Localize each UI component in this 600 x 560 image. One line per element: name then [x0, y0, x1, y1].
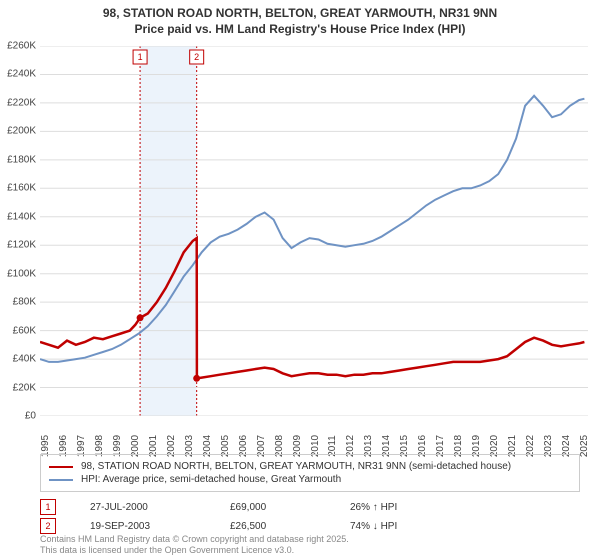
y-tick-label: £120K — [7, 240, 36, 251]
y-tick-label: £60K — [13, 325, 36, 336]
y-tick-label: £140K — [7, 211, 36, 222]
footer-line-1: Contains HM Land Registry data © Crown c… — [40, 534, 349, 545]
y-tick-label: £80K — [13, 297, 36, 308]
footer-line-2: This data is licensed under the Open Gov… — [40, 545, 349, 556]
price-chart-container: 98, STATION ROAD NORTH, BELTON, GREAT YA… — [0, 0, 600, 560]
y-axis: £0£20K£40K£60K£80K£100K£120K£140K£160K£1… — [0, 46, 38, 416]
x-tick-label: 2025 — [579, 435, 590, 457]
y-tick-label: £160K — [7, 183, 36, 194]
sale-price: £69,000 — [230, 502, 350, 513]
legend-swatch — [49, 466, 73, 468]
sale-marker-icon: 2 — [40, 518, 56, 534]
sale-marker-num: 2 — [45, 521, 50, 531]
legend-label: 98, STATION ROAD NORTH, BELTON, GREAT YA… — [81, 461, 511, 472]
svg-text:2: 2 — [194, 52, 199, 62]
chart-title: 98, STATION ROAD NORTH, BELTON, GREAT YA… — [0, 0, 600, 37]
legend: 98, STATION ROAD NORTH, BELTON, GREAT YA… — [40, 454, 580, 492]
sale-date: 27-JUL-2000 — [90, 502, 230, 513]
sales-row: 1 27-JUL-2000 £69,000 26% ↑ HPI — [40, 499, 580, 515]
sale-date: 19-SEP-2003 — [90, 521, 230, 532]
y-tick-label: £220K — [7, 97, 36, 108]
x-axis: 1995199619971998199920002001200220032004… — [40, 418, 588, 448]
plot-area: 12 — [40, 46, 588, 416]
y-tick-label: £260K — [7, 41, 36, 52]
sales-row: 2 19-SEP-2003 £26,500 74% ↓ HPI — [40, 518, 580, 534]
y-tick-label: £180K — [7, 154, 36, 165]
sale-marker-icon: 1 — [40, 499, 56, 515]
legend-label: HPI: Average price, semi-detached house,… — [81, 474, 341, 485]
y-tick-label: £40K — [13, 354, 36, 365]
title-line-1: 98, STATION ROAD NORTH, BELTON, GREAT YA… — [0, 6, 600, 22]
title-line-2: Price paid vs. HM Land Registry's House … — [0, 22, 600, 38]
svg-text:1: 1 — [138, 52, 143, 62]
y-tick-label: £0 — [25, 411, 36, 422]
chart-svg: 12 — [40, 46, 588, 416]
y-tick-label: £240K — [7, 69, 36, 80]
y-tick-label: £200K — [7, 126, 36, 137]
y-tick-label: £100K — [7, 268, 36, 279]
legend-item: HPI: Average price, semi-detached house,… — [49, 474, 571, 485]
legend-swatch — [49, 479, 73, 481]
footer-attribution: Contains HM Land Registry data © Crown c… — [40, 534, 349, 556]
sale-price: £26,500 — [230, 521, 350, 532]
sale-diff: 74% ↓ HPI — [350, 521, 580, 532]
sale-diff: 26% ↑ HPI — [350, 502, 580, 513]
y-tick-label: £20K — [13, 382, 36, 393]
sales-table: 1 27-JUL-2000 £69,000 26% ↑ HPI 2 19-SEP… — [40, 496, 580, 537]
sale-marker-num: 1 — [45, 502, 50, 512]
legend-item: 98, STATION ROAD NORTH, BELTON, GREAT YA… — [49, 461, 571, 472]
